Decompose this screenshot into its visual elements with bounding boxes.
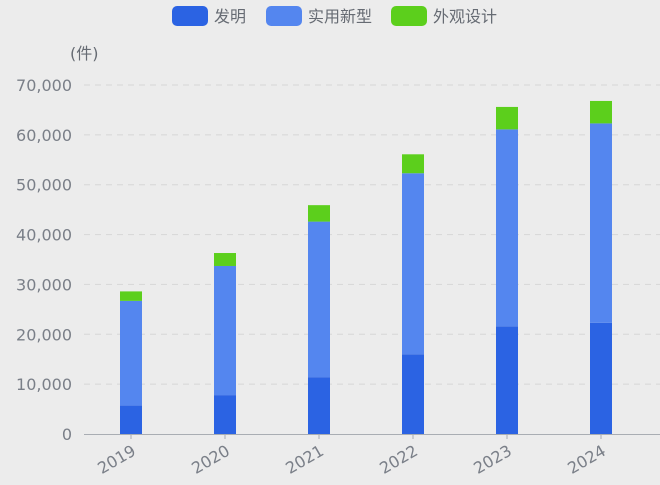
- legend-label: 发明: [214, 7, 246, 26]
- y-tick-label: 0: [62, 425, 72, 444]
- bar-segment: [402, 173, 424, 355]
- bar-segment: [214, 265, 236, 396]
- y-axis-unit-label: (件): [70, 44, 99, 63]
- y-tick-label: 60,000: [16, 126, 72, 145]
- bars: [120, 100, 612, 434]
- bar-segment: [496, 326, 518, 434]
- bar-segment: [496, 129, 518, 327]
- x-tick-label: 2023: [470, 441, 515, 478]
- bar-segment: [120, 300, 142, 406]
- y-tick-label: 50,000: [16, 176, 72, 195]
- y-tick-label: 20,000: [16, 325, 72, 344]
- bar-segment: [590, 123, 612, 323]
- y-tick-label: 30,000: [16, 275, 72, 294]
- bar-segment: [590, 100, 612, 124]
- y-tick-label: 10,000: [16, 375, 72, 394]
- legend-swatch: [266, 6, 302, 26]
- bar-segment: [590, 322, 612, 434]
- legend-item[interactable]: 发明: [172, 6, 246, 26]
- x-tick-label: 2022: [376, 441, 421, 478]
- legend-swatch: [391, 6, 427, 26]
- bar-segment: [214, 395, 236, 434]
- legend-item[interactable]: 实用新型: [266, 6, 372, 26]
- x-tick-label: 2024: [564, 441, 609, 478]
- legend-swatch: [172, 6, 208, 26]
- legend-label: 外观设计: [433, 7, 497, 26]
- x-tick-label: 2021: [282, 441, 327, 478]
- legend: 发明 实用新型 外观设计: [172, 6, 497, 26]
- legend-item[interactable]: 外观设计: [391, 6, 497, 26]
- bar-segment: [308, 377, 330, 434]
- y-axis-ticks: 0 10,000 20,000 30,000 40,000 50,000 60,000 70,…: [16, 76, 72, 444]
- legend-label: 实用新型: [308, 7, 372, 26]
- bar-segment: [496, 106, 518, 130]
- x-axis: 2019 2020 2021 2022 2023 2024: [84, 434, 660, 478]
- bar-segment: [402, 154, 424, 174]
- bar-segment: [308, 221, 330, 378]
- y-tick-label: 40,000: [16, 226, 72, 245]
- y-tick-label: 70,000: [16, 76, 72, 95]
- bar-segment: [402, 354, 424, 434]
- bar-segment: [308, 205, 330, 222]
- bar-segment: [120, 405, 142, 434]
- bar-segment: [120, 291, 142, 301]
- gridlines: [84, 84, 660, 385]
- bar-segment: [214, 253, 236, 266]
- x-tick-label: 2019: [94, 441, 139, 478]
- x-tick-label: 2020: [188, 441, 233, 478]
